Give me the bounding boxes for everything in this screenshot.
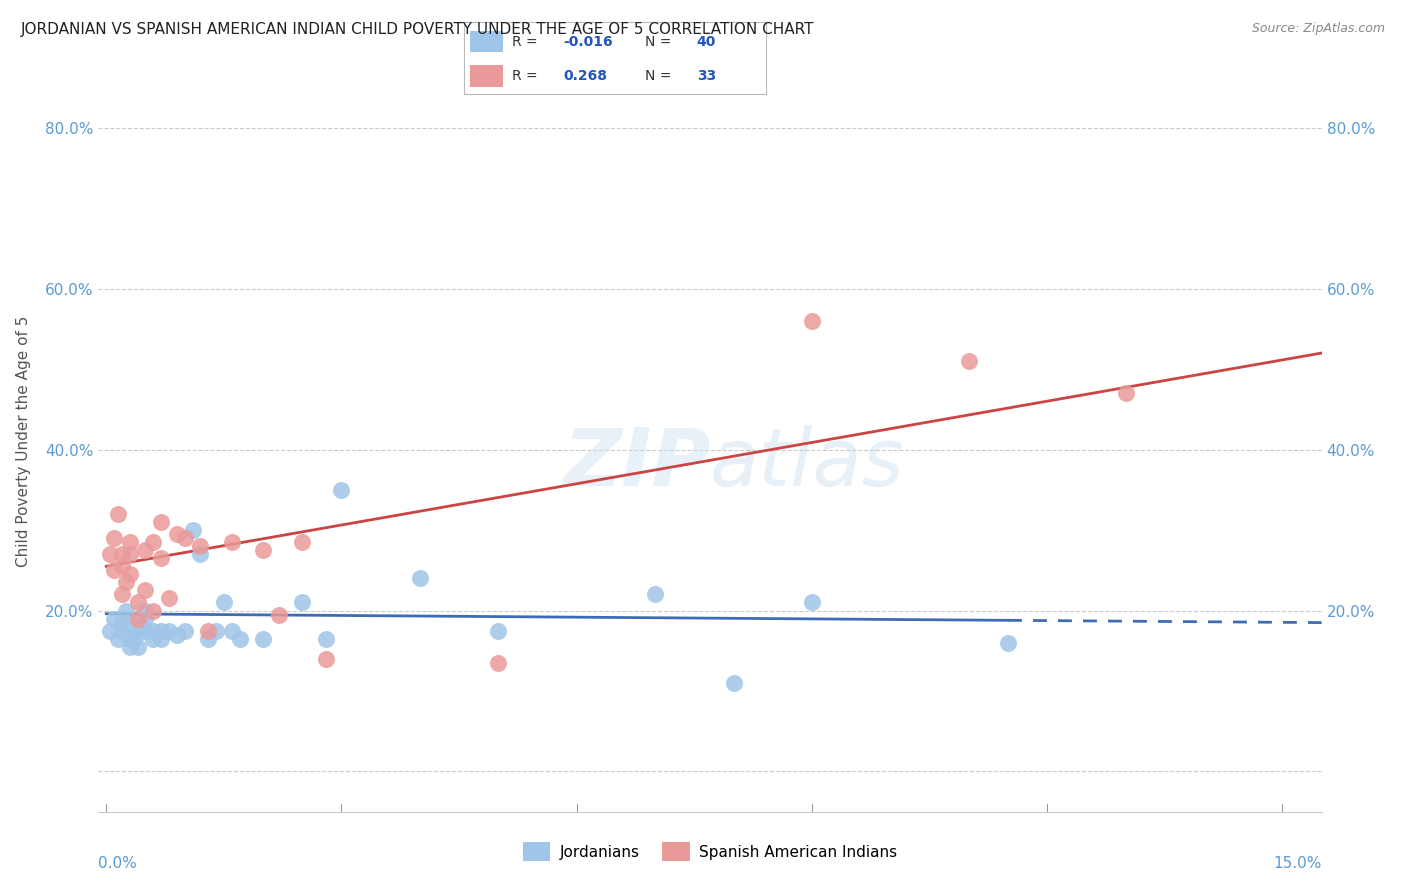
Point [221, 624, 243, 638]
Text: 0.268: 0.268 [564, 69, 607, 83]
Point [267, 607, 290, 622]
Point [118, 567, 141, 582]
Point [157, 624, 180, 638]
Point [134, 611, 156, 625]
Text: 33: 33 [697, 69, 716, 83]
Point [252, 543, 274, 558]
Point [118, 547, 141, 561]
Point [166, 527, 188, 541]
Point [228, 632, 250, 646]
Point [801, 595, 824, 609]
Point [212, 595, 235, 609]
Point [221, 535, 243, 549]
Point [142, 632, 165, 646]
Point [486, 656, 509, 670]
Point [118, 615, 141, 630]
Point [291, 535, 314, 549]
Text: R =: R = [512, 69, 543, 83]
Text: N =: N = [645, 35, 676, 48]
Legend: Jordanians, Spanish American Indians: Jordanians, Spanish American Indians [517, 836, 903, 867]
Point [173, 624, 195, 638]
Point [118, 632, 141, 646]
Point [723, 676, 745, 690]
Point [111, 559, 134, 574]
Point [98, 547, 121, 561]
Text: Source: ZipAtlas.com: Source: ZipAtlas.com [1251, 22, 1385, 36]
Point [111, 587, 134, 601]
Point [188, 547, 212, 561]
Point [111, 624, 134, 638]
Point [801, 314, 824, 328]
Y-axis label: Child Poverty Under the Age of 5: Child Poverty Under the Age of 5 [17, 316, 31, 567]
Point [127, 611, 149, 625]
Point [330, 483, 353, 497]
Point [197, 632, 219, 646]
Point [127, 640, 149, 654]
Text: N =: N = [645, 69, 676, 83]
Point [150, 551, 173, 566]
Point [486, 624, 509, 638]
Point [291, 595, 314, 609]
Point [166, 628, 188, 642]
Point [127, 595, 149, 609]
Point [173, 531, 195, 545]
Point [644, 587, 666, 601]
Point [103, 611, 125, 625]
Point [157, 591, 180, 606]
Point [134, 603, 156, 617]
Point [115, 603, 138, 617]
Point [142, 535, 165, 549]
Point [118, 640, 141, 654]
Text: JORDANIAN VS SPANISH AMERICAN INDIAN CHILD POVERTY UNDER THE AGE OF 5 CORRELATIO: JORDANIAN VS SPANISH AMERICAN INDIAN CHI… [21, 22, 814, 37]
Point [150, 624, 173, 638]
Text: ZIP: ZIP [562, 425, 710, 503]
Text: 15.0%: 15.0% [1274, 856, 1322, 871]
Text: -0.016: -0.016 [564, 35, 613, 48]
Point [111, 615, 134, 630]
Point [1115, 386, 1137, 401]
Point [122, 632, 145, 646]
Point [142, 603, 165, 617]
Point [107, 507, 129, 521]
Point [150, 515, 173, 529]
Point [131, 619, 153, 633]
Point [197, 624, 219, 638]
Point [115, 575, 138, 590]
Bar [470, 65, 503, 87]
Point [103, 563, 125, 577]
Point [118, 535, 141, 549]
Point [127, 624, 149, 638]
Point [957, 354, 980, 368]
Point [409, 571, 432, 585]
Point [107, 632, 129, 646]
Point [103, 531, 125, 545]
Text: R =: R = [512, 35, 543, 48]
Bar [470, 31, 503, 53]
Point [997, 636, 1019, 650]
Point [111, 547, 134, 561]
Point [134, 624, 156, 638]
Point [150, 632, 173, 646]
Text: 40: 40 [697, 35, 716, 48]
Point [181, 523, 204, 537]
Point [134, 543, 156, 558]
Point [205, 624, 228, 638]
Text: 0.0%: 0.0% [98, 856, 138, 871]
Point [134, 583, 156, 598]
Point [315, 652, 337, 666]
Point [98, 624, 121, 638]
Text: atlas: atlas [710, 425, 905, 503]
Point [252, 632, 274, 646]
Point [315, 632, 337, 646]
Point [188, 539, 212, 553]
Point [142, 624, 165, 638]
